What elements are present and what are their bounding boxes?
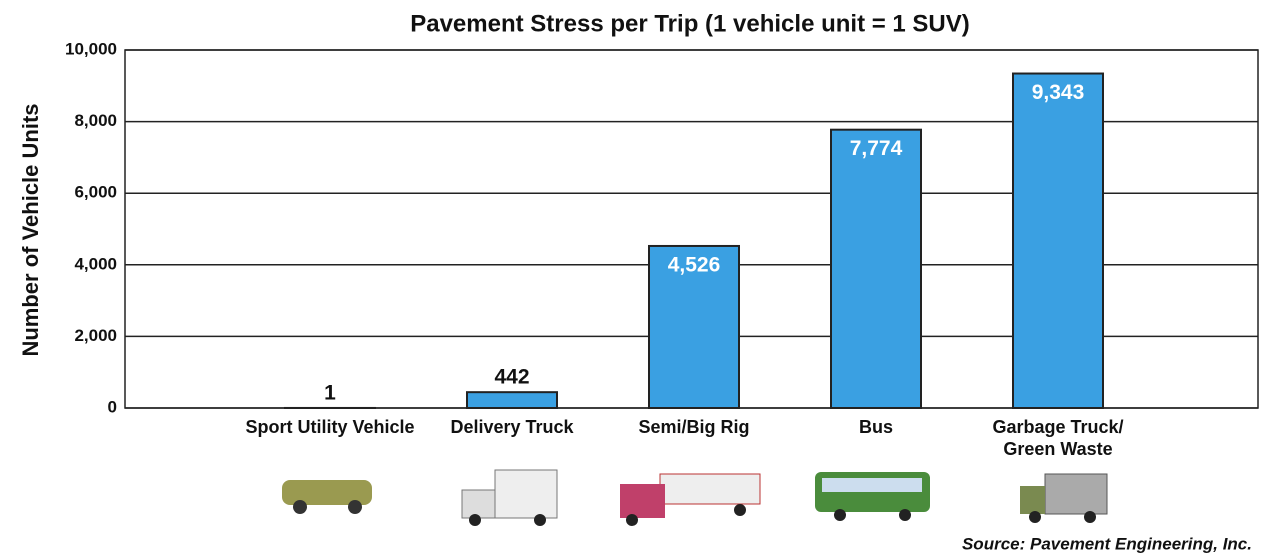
bus-icon bbox=[815, 472, 930, 521]
y-tick-label: 0 bbox=[108, 397, 117, 416]
bar bbox=[831, 130, 921, 408]
chart-title: Pavement Stress per Trip (1 vehicle unit… bbox=[410, 10, 970, 37]
bar bbox=[467, 392, 557, 408]
source: Source: Pavement Engineering, Inc. bbox=[962, 534, 1252, 553]
value-label: 7,774 bbox=[850, 137, 903, 160]
bar bbox=[1013, 74, 1103, 408]
x-tick-label: Garbage Truck/ Green Waste bbox=[973, 416, 1143, 460]
y-tick-label: 8,000 bbox=[74, 111, 117, 130]
x-tick-label: Delivery Truck bbox=[427, 416, 597, 438]
y-axis-label: Number of Vehicle Units bbox=[18, 103, 43, 356]
page: Pavement Stress per Trip (1 vehicle unit… bbox=[0, 0, 1268, 558]
x-tick-label: Bus bbox=[791, 416, 961, 438]
semi-icon bbox=[620, 474, 760, 526]
y-tick-label: 10,000 bbox=[65, 39, 117, 58]
chart: Pavement Stress per Trip (1 vehicle unit… bbox=[0, 0, 1268, 558]
vehicle-icons bbox=[282, 470, 1107, 526]
value-label: 9,343 bbox=[1032, 81, 1085, 104]
delivery-truck-icon bbox=[462, 470, 557, 526]
y-tick-label: 6,000 bbox=[74, 183, 117, 202]
value-label: 1 bbox=[324, 382, 336, 405]
value-label: 4,526 bbox=[668, 254, 721, 277]
garbage-truck-icon bbox=[1020, 474, 1107, 523]
x-tick-label: Sport Utility Vehicle bbox=[245, 416, 415, 438]
value-label: 442 bbox=[494, 366, 529, 389]
suv-icon bbox=[282, 480, 372, 514]
y-tick-label: 4,000 bbox=[74, 254, 117, 273]
y-tick-label: 2,000 bbox=[74, 326, 117, 345]
x-tick-label: Semi/Big Rig bbox=[609, 416, 779, 438]
